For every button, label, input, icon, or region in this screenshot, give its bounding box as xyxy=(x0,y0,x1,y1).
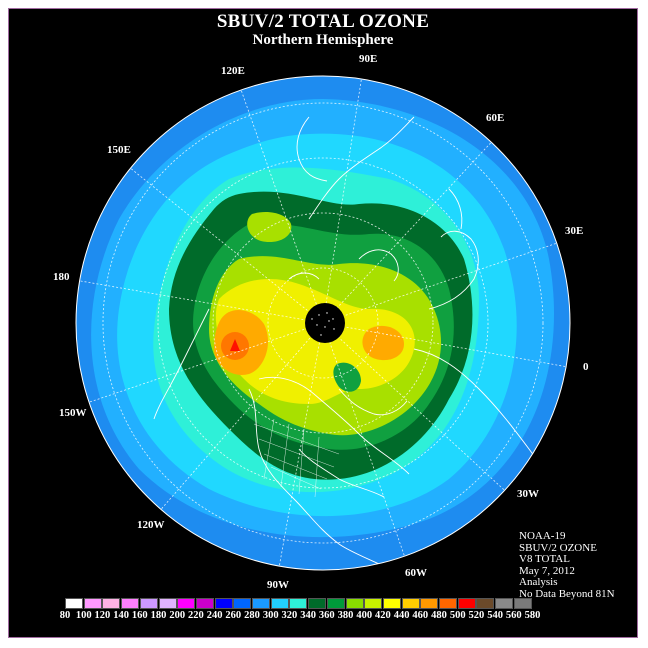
color-scale-tick-label: 260 xyxy=(225,610,242,621)
color-scale-tick-label: 320 xyxy=(281,610,298,621)
color-scale-box xyxy=(121,598,140,609)
color-scale-box xyxy=(457,598,476,609)
ozone-peak xyxy=(230,339,240,351)
color-scale-tick-label: 220 xyxy=(188,610,204,621)
polar-ozone-map xyxy=(75,75,571,571)
color-scale-tick-label: 80 xyxy=(59,610,71,621)
lon-label-90e: 90E xyxy=(359,53,378,65)
color-scale-box xyxy=(364,598,383,609)
color-scale-tick-label: 400 xyxy=(356,610,373,621)
color-scale-box xyxy=(83,598,102,609)
color-scale-tick-label: 100 xyxy=(75,610,92,621)
color-scale-tick-label: 420 xyxy=(375,610,391,621)
product-info: NOAA-19 SBUV/2 OZONE V8 TOTAL May 7, 201… xyxy=(519,530,615,600)
color-scale-box xyxy=(139,598,158,609)
color-scale-box xyxy=(476,598,495,609)
color-scale-box xyxy=(326,598,345,609)
color-scale-tick-label: 380 xyxy=(337,610,354,621)
color-scale-tick-label: 480 xyxy=(431,610,447,621)
lon-label-150w: 150W xyxy=(59,407,87,419)
map-outline xyxy=(75,75,571,571)
color-scale-tick-label: 520 xyxy=(468,610,485,621)
lon-label-30w: 30W xyxy=(517,488,539,500)
color-scale-tick-label: 460 xyxy=(412,610,429,621)
color-scale-box xyxy=(401,598,420,609)
color-scale-box xyxy=(513,598,532,609)
color-scale-box xyxy=(252,598,270,609)
lon-label-60e: 60E xyxy=(486,112,505,124)
color-scale-box xyxy=(289,598,308,609)
ozone-band-europe-low xyxy=(333,362,361,392)
color-scale-box xyxy=(420,598,439,609)
color-scale-tick-label: 280 xyxy=(244,610,260,621)
lon-label-180: 180 xyxy=(53,271,70,283)
color-scale-tick-label: 160 xyxy=(131,610,148,621)
color-scale-box xyxy=(382,598,401,609)
color-scale-tick-label: 580 xyxy=(524,610,541,621)
plot-frame: SBUV/2 TOTAL OZONE Northern Hemisphere xyxy=(8,8,638,638)
info-product: SBUV/2 OZONE xyxy=(519,541,597,554)
map-title: SBUV/2 TOTAL OZONE xyxy=(216,11,430,32)
graticule xyxy=(76,76,570,570)
ozone-band-440-east xyxy=(362,325,404,361)
us-state-grid xyxy=(253,418,340,498)
ozone-band-400 xyxy=(215,279,415,404)
lon-label-90w: 90W xyxy=(267,579,289,591)
color-scale-tick-label: 240 xyxy=(206,610,223,621)
lon-label-120e: 120E xyxy=(221,65,245,77)
lon-label-60w: 60W xyxy=(405,567,427,579)
color-scale-tick-label: 200 xyxy=(169,610,186,621)
color-scale-box xyxy=(308,598,327,609)
color-scale-tick-label: 140 xyxy=(113,610,129,621)
info-date: May 7, 2012 xyxy=(519,564,575,577)
color-scale-tick-label: 560 xyxy=(505,610,522,621)
info-note: No Data Beyond 81N xyxy=(519,587,615,600)
color-scale-box xyxy=(270,598,289,609)
color-scale-tick-label: 500 xyxy=(449,610,466,621)
color-scale-box xyxy=(158,598,177,609)
color-scale-box xyxy=(345,598,364,609)
lon-label-0: 0 xyxy=(583,361,589,373)
color-scale-tick-label: 440 xyxy=(393,610,410,621)
color-scale-tick-label: 120 xyxy=(94,610,111,621)
color-scale-box xyxy=(177,598,196,609)
color-scale-tick-label: 300 xyxy=(262,610,279,621)
color-scale-box xyxy=(195,598,214,609)
info-satellite: NOAA-19 xyxy=(519,530,566,542)
color-scale-box xyxy=(233,598,252,609)
info-kind: Analysis xyxy=(519,576,558,588)
no-data-dots xyxy=(311,312,335,336)
map-subtitle: Northern Hemisphere xyxy=(252,32,394,48)
color-scale-tick-label: 360 xyxy=(318,610,335,621)
lon-label-150e: 150E xyxy=(107,144,131,156)
color-scale-box xyxy=(495,598,514,609)
lon-label-120w: 120W xyxy=(137,519,165,531)
color-scale-tick-label: 180 xyxy=(150,610,167,621)
color-scale-box xyxy=(102,598,121,609)
color-scale-box xyxy=(65,598,83,609)
color-scale-tick-label: 340 xyxy=(300,610,316,621)
color-scale-box xyxy=(439,598,457,609)
no-data-polar-cap xyxy=(305,303,345,343)
color-scale-box xyxy=(214,598,233,609)
lon-label-30e: 30E xyxy=(565,225,584,237)
info-version: V8 TOTAL xyxy=(519,553,570,565)
color-scale-tick-label: 540 xyxy=(487,610,503,621)
